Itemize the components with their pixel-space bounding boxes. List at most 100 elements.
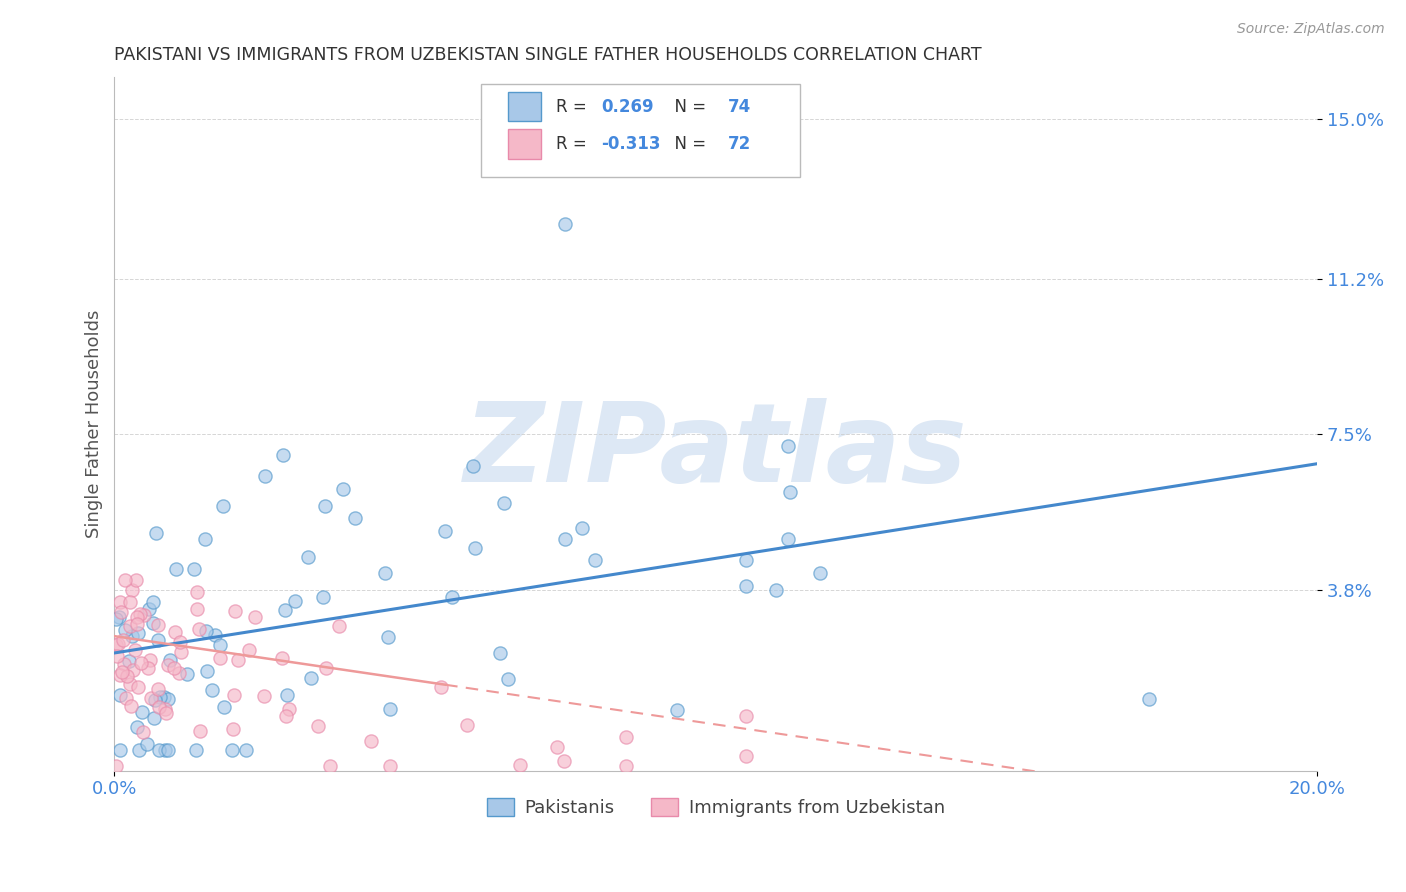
Point	[118, 654, 141, 668]
Point	[461, 458, 484, 473]
Point	[222, 722, 245, 736]
Point	[195, 624, 218, 638]
Point	[211, 499, 233, 513]
Point	[253, 469, 276, 483]
Point	[112, 657, 135, 672]
Point	[105, 612, 128, 626]
Point	[146, 632, 169, 647]
Point	[143, 692, 166, 706]
Point	[208, 651, 231, 665]
Text: R =: R =	[555, 97, 592, 115]
Point	[114, 623, 136, 637]
Point	[114, 691, 136, 706]
Point	[188, 623, 211, 637]
Point	[111, 632, 134, 647]
Point	[201, 682, 224, 697]
Point	[127, 626, 149, 640]
Point	[136, 661, 159, 675]
Point	[138, 602, 160, 616]
Point	[765, 582, 787, 597]
Point	[734, 579, 756, 593]
Point	[156, 742, 179, 756]
Point	[110, 595, 132, 609]
Point	[167, 666, 190, 681]
Point	[169, 635, 191, 649]
Point	[377, 630, 399, 644]
Point	[666, 703, 689, 717]
Point	[153, 742, 176, 756]
Point	[614, 759, 637, 773]
Point	[212, 699, 235, 714]
Point	[146, 618, 169, 632]
Point	[186, 585, 208, 599]
Point	[108, 688, 131, 702]
Point	[129, 607, 152, 622]
Point	[378, 759, 401, 773]
Point	[315, 661, 337, 675]
Point	[734, 749, 756, 764]
Point	[120, 698, 142, 713]
Point	[148, 700, 170, 714]
Text: -0.313: -0.313	[602, 135, 661, 153]
Point	[489, 646, 512, 660]
Text: Source: ZipAtlas.com: Source: ZipAtlas.com	[1237, 22, 1385, 37]
Point	[107, 648, 129, 663]
Point	[378, 701, 401, 715]
Point	[253, 690, 276, 704]
Point	[221, 742, 243, 756]
Point	[105, 759, 128, 773]
Point	[183, 562, 205, 576]
Point	[186, 602, 208, 616]
Point	[195, 664, 218, 678]
Point	[204, 628, 226, 642]
Text: N =: N =	[664, 135, 711, 153]
Point	[778, 439, 800, 453]
Point	[274, 709, 297, 723]
Point	[149, 690, 172, 704]
Point	[121, 663, 143, 677]
Point	[159, 653, 181, 667]
Point	[734, 553, 756, 567]
Point	[496, 672, 519, 686]
FancyBboxPatch shape	[508, 92, 541, 121]
Point	[142, 595, 165, 609]
Point	[163, 624, 186, 639]
Text: R =: R =	[555, 135, 592, 153]
Point	[276, 688, 298, 702]
Point	[141, 691, 163, 706]
Point	[222, 688, 245, 702]
Point	[464, 541, 486, 555]
Point	[165, 562, 187, 576]
Point	[128, 742, 150, 756]
Point	[125, 574, 148, 588]
Point	[270, 650, 292, 665]
Point	[509, 758, 531, 772]
Point	[129, 656, 152, 670]
Point	[148, 742, 170, 756]
Point	[157, 658, 180, 673]
Text: N =: N =	[664, 97, 711, 115]
Point	[143, 711, 166, 725]
Text: PAKISTANI VS IMMIGRANTS FROM UZBEKISTAN SINGLE FATHER HOUSEHOLDS CORRELATION CHA: PAKISTANI VS IMMIGRANTS FROM UZBEKISTAN …	[114, 46, 981, 64]
Point	[278, 702, 301, 716]
Point	[118, 619, 141, 633]
Point	[779, 484, 801, 499]
Point	[571, 521, 593, 535]
Point	[238, 643, 260, 657]
Point	[108, 742, 131, 756]
Point	[614, 730, 637, 744]
Text: 72: 72	[728, 135, 751, 153]
Point	[111, 665, 134, 679]
Point	[585, 553, 607, 567]
Point	[360, 733, 382, 747]
Point	[554, 217, 576, 231]
Point	[145, 525, 167, 540]
Point	[243, 610, 266, 624]
FancyBboxPatch shape	[508, 129, 541, 159]
Point	[156, 691, 179, 706]
Point	[163, 661, 186, 675]
Legend: Pakistanis, Immigrants from Uzbekistan: Pakistanis, Immigrants from Uzbekistan	[479, 790, 952, 824]
Point	[134, 608, 156, 623]
Point	[136, 737, 159, 751]
Point	[299, 671, 322, 685]
